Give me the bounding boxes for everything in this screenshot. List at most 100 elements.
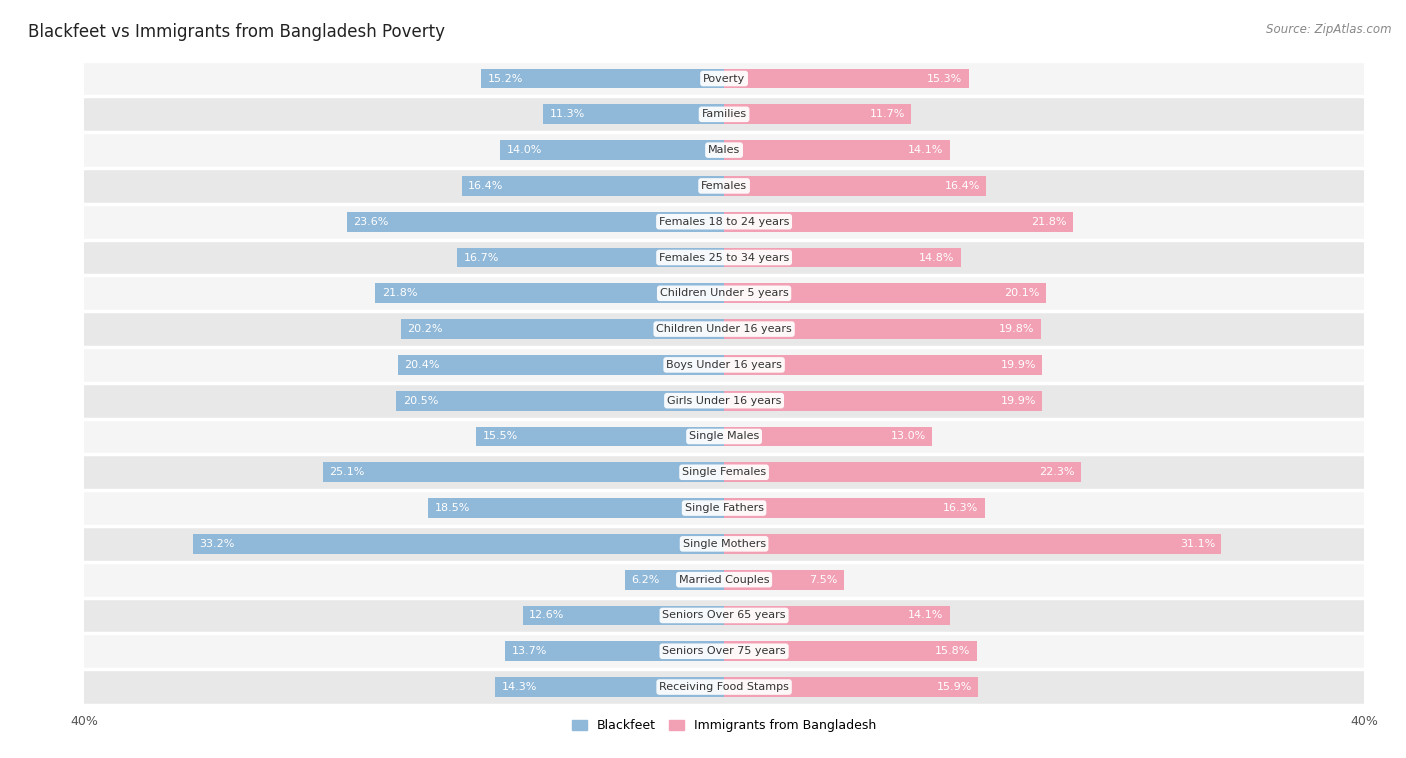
Bar [724,677,979,697]
Text: 25.1%: 25.1% [329,467,364,478]
Bar [501,140,724,160]
Bar [396,391,724,411]
Text: 20.5%: 20.5% [402,396,439,406]
Text: 13.0%: 13.0% [890,431,925,441]
Bar [724,391,1042,411]
Text: 16.4%: 16.4% [468,181,503,191]
Text: Source: ZipAtlas.com: Source: ZipAtlas.com [1267,23,1392,36]
Bar [84,597,1364,634]
Text: Children Under 5 years: Children Under 5 years [659,288,789,299]
Text: 20.2%: 20.2% [408,324,443,334]
Text: 22.3%: 22.3% [1039,467,1074,478]
Text: 14.1%: 14.1% [908,610,943,621]
Bar [347,212,724,231]
Bar [543,105,724,124]
Bar [84,454,1364,490]
Bar [724,212,1073,231]
Text: Boys Under 16 years: Boys Under 16 years [666,360,782,370]
Bar [724,427,932,446]
Text: 13.7%: 13.7% [512,647,547,656]
Text: 20.1%: 20.1% [1004,288,1039,299]
Text: 16.4%: 16.4% [945,181,980,191]
Text: Females: Females [702,181,747,191]
Bar [495,677,724,697]
Text: 19.9%: 19.9% [1001,360,1036,370]
Text: 19.9%: 19.9% [1001,396,1036,406]
Bar [481,69,724,89]
Bar [84,669,1364,705]
Bar [457,248,724,268]
Text: 15.2%: 15.2% [488,74,523,83]
Text: 21.8%: 21.8% [1031,217,1066,227]
Bar [84,132,1364,168]
Bar [398,355,724,374]
Bar [724,283,1046,303]
Text: 33.2%: 33.2% [200,539,235,549]
Text: Females 18 to 24 years: Females 18 to 24 years [659,217,789,227]
Text: 31.1%: 31.1% [1180,539,1215,549]
Bar [84,383,1364,418]
Text: Females 25 to 34 years: Females 25 to 34 years [659,252,789,262]
Text: Children Under 16 years: Children Under 16 years [657,324,792,334]
Bar [724,606,949,625]
Text: Seniors Over 75 years: Seniors Over 75 years [662,647,786,656]
Bar [84,312,1364,347]
Bar [84,61,1364,96]
Text: 18.5%: 18.5% [434,503,470,513]
Bar [523,606,724,625]
Text: 15.9%: 15.9% [936,682,972,692]
Bar [84,634,1364,669]
Bar [505,641,724,661]
Text: Girls Under 16 years: Girls Under 16 years [666,396,782,406]
Text: Males: Males [709,145,740,155]
Text: 14.0%: 14.0% [506,145,541,155]
Text: Single Fathers: Single Fathers [685,503,763,513]
Text: Blackfeet vs Immigrants from Bangladesh Poverty: Blackfeet vs Immigrants from Bangladesh … [28,23,446,41]
Bar [724,319,1040,339]
Text: 16.3%: 16.3% [943,503,979,513]
Text: 19.8%: 19.8% [998,324,1035,334]
Bar [461,176,724,196]
Text: Single Females: Single Females [682,467,766,478]
Text: 15.8%: 15.8% [935,647,970,656]
Bar [84,96,1364,132]
Text: 15.5%: 15.5% [482,431,517,441]
Text: 15.3%: 15.3% [927,74,962,83]
Bar [724,355,1042,374]
Bar [84,562,1364,597]
Text: Receiving Food Stamps: Receiving Food Stamps [659,682,789,692]
Bar [724,641,977,661]
Text: 21.8%: 21.8% [382,288,418,299]
Bar [724,570,844,590]
Bar [724,176,987,196]
Bar [724,498,984,518]
Text: Single Males: Single Males [689,431,759,441]
Bar [624,570,724,590]
Text: 14.1%: 14.1% [908,145,943,155]
Text: Poverty: Poverty [703,74,745,83]
Text: 12.6%: 12.6% [529,610,564,621]
Bar [84,347,1364,383]
Text: Single Mothers: Single Mothers [682,539,766,549]
Bar [724,248,960,268]
Text: 23.6%: 23.6% [353,217,388,227]
Bar [322,462,724,482]
Bar [724,140,949,160]
Text: 14.3%: 14.3% [502,682,537,692]
Bar [477,427,724,446]
Bar [724,69,969,89]
Bar [401,319,724,339]
Text: Families: Families [702,109,747,119]
Text: Married Couples: Married Couples [679,575,769,584]
Text: 7.5%: 7.5% [810,575,838,584]
Bar [84,240,1364,275]
Text: Seniors Over 65 years: Seniors Over 65 years [662,610,786,621]
Bar [375,283,724,303]
Text: 16.7%: 16.7% [464,252,499,262]
Bar [429,498,724,518]
Text: 20.4%: 20.4% [405,360,440,370]
Bar [84,204,1364,240]
Bar [724,534,1222,553]
Text: 11.3%: 11.3% [550,109,585,119]
Bar [84,275,1364,312]
